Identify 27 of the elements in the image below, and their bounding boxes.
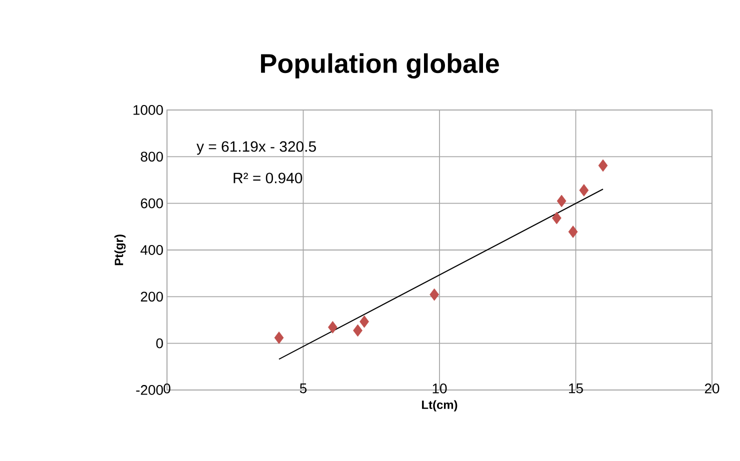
x-tick-label: 0 <box>164 384 170 394</box>
point <box>552 212 562 224</box>
y-tick-label: -200 <box>136 385 163 395</box>
x-tick-label: 15 <box>569 384 583 394</box>
point <box>598 159 608 172</box>
point <box>353 324 362 337</box>
x-axis-title: Lt(cm) <box>422 400 458 412</box>
y-tick-label: 1000 <box>134 105 163 115</box>
y-tick-label: 600 <box>140 198 163 208</box>
y-tick-label: 200 <box>140 292 163 302</box>
chart-title: Population globale <box>261 53 499 79</box>
point <box>568 226 578 238</box>
y-axis-title: Pt(gr) <box>114 234 126 266</box>
point <box>360 315 369 328</box>
x-tick-label: 20 <box>704 384 720 394</box>
point <box>556 194 566 208</box>
x-tick-label: 10 <box>432 384 447 394</box>
annotation: y = 61.19x - 320.5 <box>196 141 316 155</box>
x-tick-label: 5 <box>300 384 307 394</box>
annotation: R² = 0.940 <box>234 172 302 184</box>
point <box>579 184 589 196</box>
y-tick-label: 400 <box>140 245 163 255</box>
point <box>274 332 284 344</box>
y-tick-label: 0 <box>156 338 163 348</box>
point <box>430 288 440 301</box>
point <box>328 321 338 334</box>
y-tick-label: 800 <box>140 152 163 162</box>
